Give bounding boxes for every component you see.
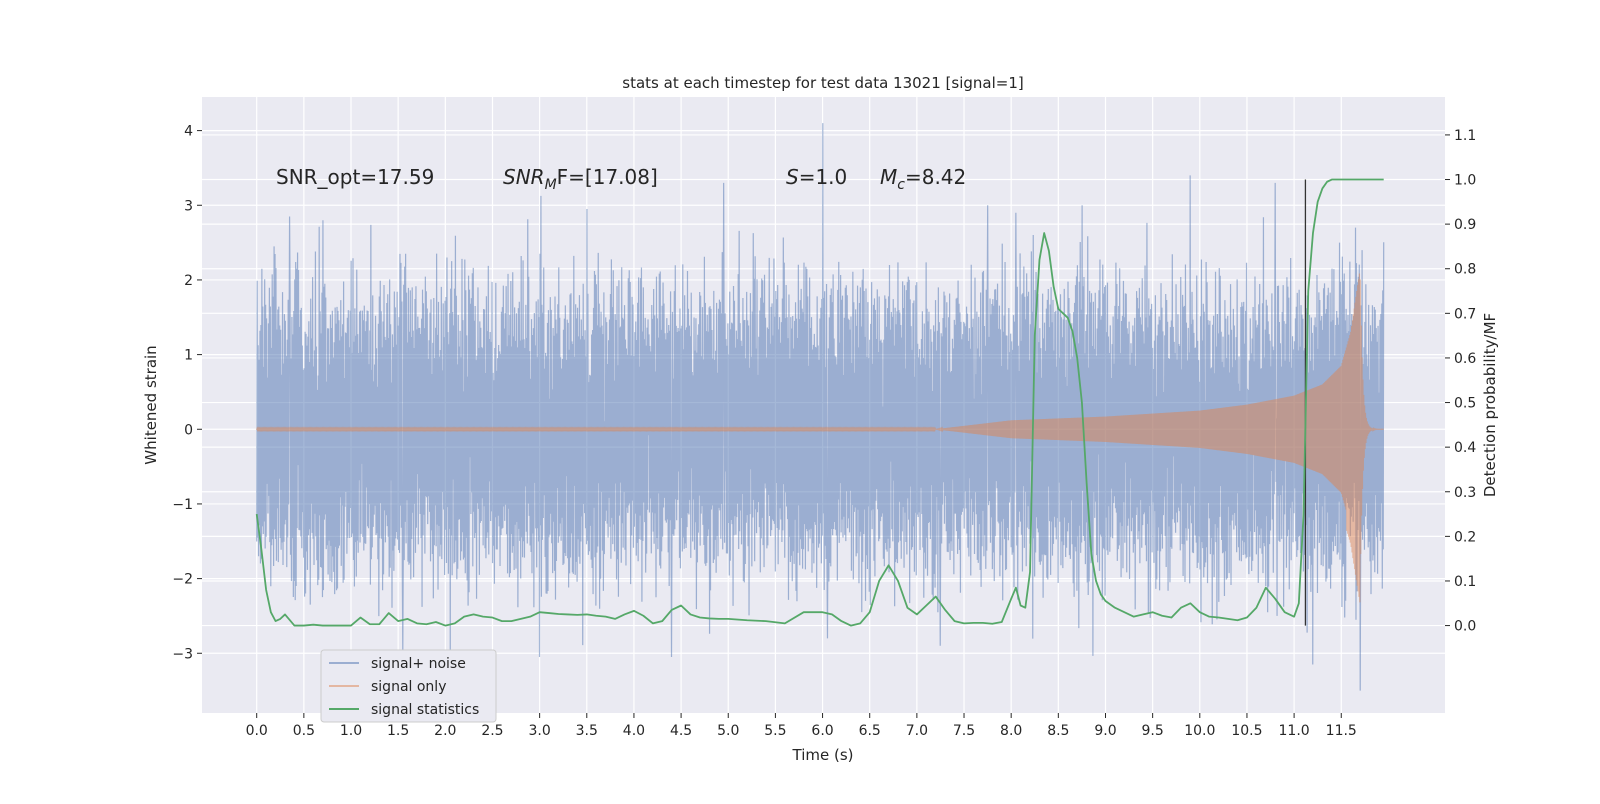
x-tick-label: 0.0	[246, 723, 268, 739]
y-left-tick-label: 0	[184, 422, 193, 438]
x-tick-label: 7.5	[953, 723, 975, 739]
annotation-snr-mf: SNRMF=[17.08]	[503, 165, 658, 193]
x-tick-label: 10.0	[1184, 723, 1215, 739]
y-left-tick-label: −3	[172, 646, 193, 662]
x-tick-label: 11.0	[1279, 723, 1310, 739]
y-right-tick-label: 0.8	[1454, 262, 1476, 278]
y-axis-right-ticks: 1.1 1.0 0.9 0.8 0.7 0.6 0.5 0.4 0.3 0.2 0.1 0.0	[1445, 128, 1476, 635]
x-tick-label: 9.5	[1142, 723, 1164, 739]
x-tick-label: 1.5	[387, 723, 409, 739]
y-right-tick-label: 0.2	[1454, 529, 1476, 545]
annotation-mc: Mc=8.42	[880, 165, 966, 193]
x-tick-label: 3.0	[528, 723, 550, 739]
x-tick-label: 4.0	[623, 723, 645, 739]
signal-noise-series	[256, 123, 1385, 691]
x-tick-label: 9.0	[1094, 723, 1116, 739]
x-tick-label: 8.5	[1047, 723, 1069, 739]
y-right-tick-label: 0.0	[1454, 619, 1476, 635]
y-left-tick-label: 3	[184, 198, 193, 214]
y-right-tick-label: 0.7	[1454, 306, 1476, 322]
y-axis-left-label: Whitened strain	[142, 345, 160, 464]
annotation-snr-mf-sub: M	[545, 177, 557, 193]
annotation-mc-sub: c	[897, 177, 905, 193]
annotation-s-main: S	[786, 165, 799, 189]
legend: signal+ noise signal only signal statist…	[320, 649, 497, 723]
annotation-s: S=1.0	[786, 165, 847, 189]
annotation-s-tail: =1.0	[799, 165, 848, 189]
legend-box	[320, 649, 497, 723]
x-axis-ticks: 0.0 0.5 1.0 1.5 2.0 2.5 3.0 3.5 4.0 4.5 5.0 5.5 6.0 6…	[246, 713, 1357, 739]
y-right-tick-label: 0.5	[1454, 396, 1476, 412]
x-tick-label: 8.0	[1000, 723, 1022, 739]
signal-statistics-series	[255, 178, 1384, 627]
x-tick-label: 1.0	[340, 723, 362, 739]
annotation-mc-tail: =8.42	[905, 165, 966, 189]
annotation-snr-opt: SNR_opt=17.59	[276, 165, 434, 189]
annotation-snr-mf-main: SNR	[503, 165, 545, 189]
y-right-tick-label: 0.1	[1454, 574, 1476, 590]
series-line-signal-statistics	[255, 178, 1384, 627]
annotation-mc-main: M	[880, 165, 897, 189]
x-tick-label: 5.5	[764, 723, 786, 739]
legend-label-signal-only: signal only	[371, 679, 446, 695]
y-left-tick-label: −2	[172, 572, 193, 588]
x-tick-label: 11.5	[1326, 723, 1357, 739]
y-right-tick-label: 1.0	[1454, 173, 1476, 189]
x-tick-label: 0.5	[293, 723, 315, 739]
y-axis-right-label: Detection probability/MF	[1481, 313, 1499, 497]
x-tick-label: 3.5	[576, 723, 598, 739]
x-tick-label: 6.5	[859, 723, 881, 739]
legend-label-signal-statistics: signal statistics	[371, 702, 479, 718]
series-line-signal-only	[256, 273, 1384, 603]
x-tick-label: 2.0	[434, 723, 456, 739]
y-left-tick-label: 2	[184, 273, 193, 289]
y-left-tick-label: 4	[184, 124, 193, 140]
y-right-tick-label: 0.3	[1454, 485, 1476, 501]
legend-label-signal-noise: signal+ noise	[371, 656, 466, 672]
y-right-tick-label: 0.4	[1454, 440, 1476, 456]
y-axis-left-ticks: 4 3 2 1 0 −1 −2 −3	[172, 124, 202, 662]
annotation-snr-mf-tail: F=[17.08]	[557, 165, 658, 189]
series-line-signal-noise	[256, 123, 1385, 691]
y-right-tick-label: 0.9	[1454, 217, 1476, 233]
x-axis-label: Time (s)	[792, 746, 854, 764]
chart-title: stats at each timestep for test data 130…	[622, 74, 1023, 92]
y-right-tick-label: 0.6	[1454, 351, 1476, 367]
x-tick-label: 2.5	[481, 723, 503, 739]
x-tick-label: 6.0	[811, 723, 833, 739]
x-tick-label: 10.5	[1231, 723, 1262, 739]
y-right-tick-label: 1.1	[1454, 128, 1476, 144]
signal-only-series	[256, 273, 1384, 603]
x-tick-label: 4.5	[670, 723, 692, 739]
x-tick-label: 5.0	[717, 723, 739, 739]
y-left-tick-label: 1	[184, 348, 193, 364]
y-left-tick-label: −1	[172, 497, 193, 513]
x-tick-label: 7.0	[906, 723, 928, 739]
